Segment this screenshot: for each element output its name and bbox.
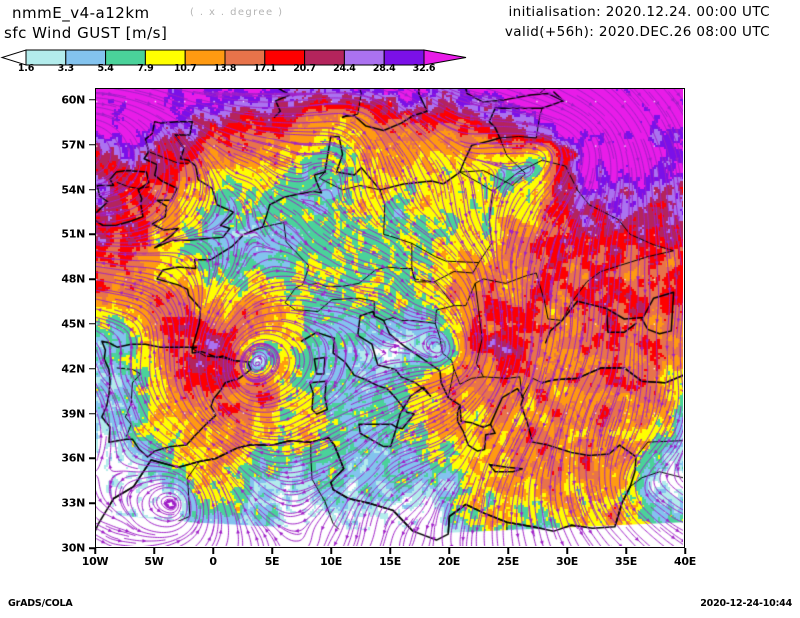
colorbar-tick-label: 3.3 (57, 63, 74, 74)
y-axis-tick (89, 368, 95, 370)
x-axis-label: 35E (615, 555, 637, 568)
y-axis-label: 60N (61, 93, 85, 107)
x-axis-label: 20E (438, 555, 460, 568)
y-axis-tick (89, 233, 95, 236)
colorbar-high-extend-arrow (423, 49, 467, 66)
colorbar-tick-label: 17.1 (253, 63, 277, 74)
y-axis-label: 45N (61, 317, 85, 331)
y-axis-tick (89, 323, 95, 325)
x-axis-tick (507, 548, 509, 554)
y-axis-tick (89, 144, 95, 146)
y-axis-tick (89, 412, 95, 415)
initialisation-time: initialisation: 2020.12.24. 00:00 UTC (508, 4, 770, 20)
y-axis-label: 54N (61, 183, 85, 197)
valid-time: valid(+56h): 2020.DEC.26 08:00 UTC (504, 24, 770, 40)
colorbar-tick-label: 32.6 (412, 63, 436, 74)
header: nmmE_v4-a12km ( . x . degree ) sfc Wind … (0, 0, 800, 46)
grid-subtitle: ( . x . degree ) (190, 7, 284, 18)
colorbar-swatches (0, 49, 467, 66)
x-axis-label: 0 (209, 555, 217, 568)
y-axis-label: 36N (61, 451, 85, 465)
x-axis-tick (448, 548, 450, 554)
x-axis-label: 15E (379, 555, 401, 568)
x-axis-tick (271, 548, 273, 554)
colorbar-tick-label: 28.4 (372, 63, 396, 74)
y-axis-label: 39N (61, 407, 85, 421)
y-axis-tick (89, 278, 95, 280)
x-axis-tick (566, 548, 568, 554)
field-title: sfc Wind GUST [m/s] (4, 24, 168, 42)
colorbar-tick-label: 20.7 (293, 63, 316, 74)
footer-producer: GrADS/COLA (8, 598, 73, 609)
y-axis-label: 30N (61, 541, 85, 555)
y-axis-tick (89, 457, 95, 460)
wind-gust-map (96, 89, 683, 546)
y-axis-label: 57N (61, 138, 85, 152)
x-axis-label: 10E (320, 555, 342, 568)
y-axis-label: 42N (61, 362, 85, 376)
model-title: nmmE_v4-a12km (12, 4, 150, 22)
y-axis-tick (89, 99, 95, 101)
x-axis-tick (94, 548, 96, 554)
map-plot-area (95, 88, 685, 548)
y-axis-tick (89, 502, 95, 504)
x-axis-label: 30E (556, 555, 578, 568)
x-axis-tick (389, 548, 391, 554)
colorbar-tick-label: 7.9 (137, 63, 154, 74)
y-axis-label: 33N (61, 496, 85, 510)
x-axis-tick (684, 548, 686, 554)
x-axis-label: 25E (497, 555, 519, 568)
y-axis-label: 51N (61, 227, 85, 241)
colorbar-tick-label: 5.4 (97, 63, 114, 74)
footer-timestamp: 2020-12-24-10:44 (700, 598, 792, 609)
colorbar: 1.6 3.3 5.4 7.9 10.7 13.8 17.1 20.7 24.4 28.4 32.6 (0, 46, 470, 80)
y-axis-tick (89, 188, 95, 191)
x-axis-tick (330, 548, 332, 554)
x-axis-tick (153, 548, 155, 554)
colorbar-tick-label: 13.8 (213, 63, 237, 74)
x-axis-label: 40E (674, 555, 696, 568)
x-axis-label: 5E (264, 555, 280, 568)
x-axis-label: 10W (81, 555, 109, 568)
x-axis-tick (625, 548, 627, 554)
x-axis-label: 5W (144, 555, 164, 568)
y-axis-label: 48N (61, 272, 85, 286)
y-axis-tick (89, 547, 95, 549)
colorbar-tick-label: 10.7 (173, 63, 197, 74)
colorbar-tick-label: 24.4 (333, 63, 356, 74)
colorbar-tick-label: 1.6 (17, 63, 35, 74)
x-axis-tick (212, 548, 214, 554)
